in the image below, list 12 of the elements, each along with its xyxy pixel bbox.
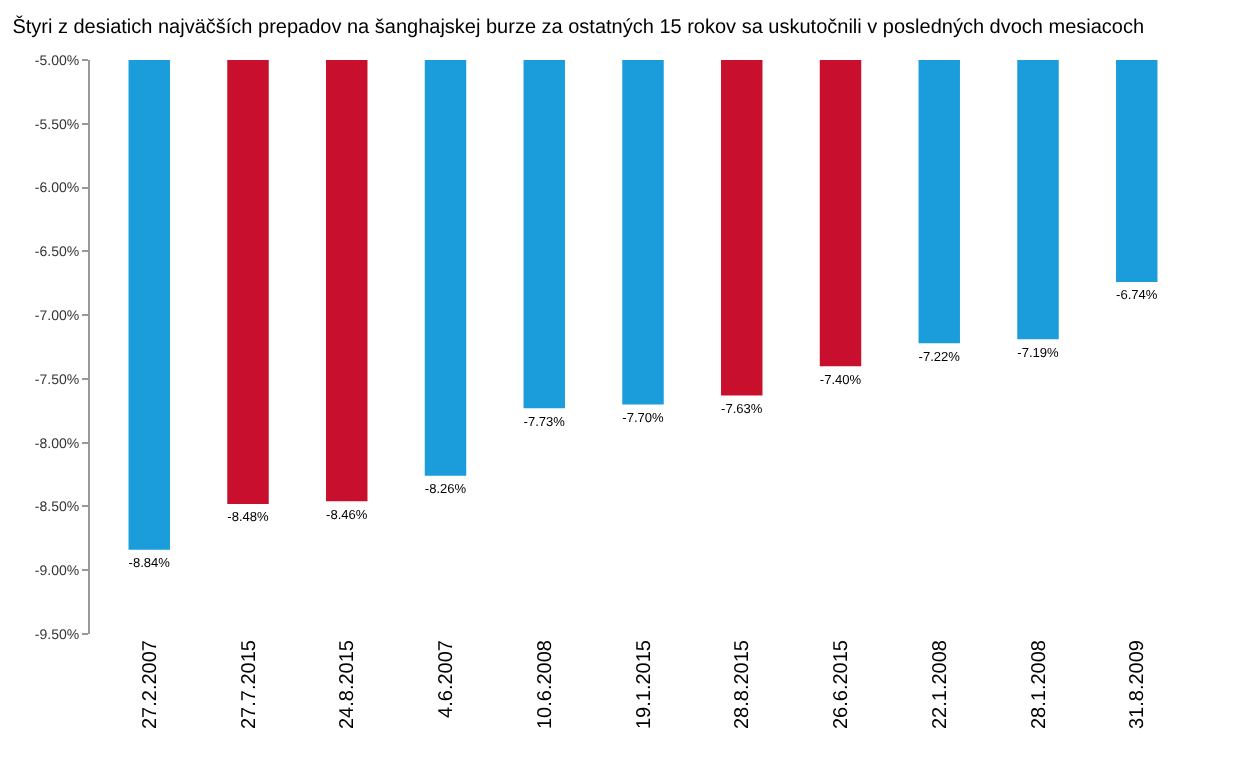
x-tick-label: 26.6.2015 bbox=[831, 639, 853, 729]
x-tick-label: 4.6.2007 bbox=[436, 639, 458, 718]
x-tick-label: 24.8.2015 bbox=[337, 639, 360, 729]
chart-title: Štyri z desiatich najväčších prepadov na šanghajskej burze za ostatných 15 rokov sa uskutočnili v posledných dvoch mesiacoch bbox=[12, 14, 1145, 39]
x-tick-label: 27.7.2015 bbox=[238, 639, 261, 729]
x-tick-label: 19.1.2015 bbox=[633, 639, 656, 729]
x-tick-label: 22.1.2008 bbox=[929, 639, 952, 729]
x-tick-label: 27.2.2007 bbox=[139, 639, 162, 729]
x-tick-label: 10.6.2008 bbox=[534, 639, 557, 729]
x-tick-label: 28.1.2008 bbox=[1028, 639, 1051, 729]
x-tick-label: 28.8.2015 bbox=[732, 639, 755, 729]
x-tick-label: 31.8.2009 bbox=[1127, 639, 1150, 729]
